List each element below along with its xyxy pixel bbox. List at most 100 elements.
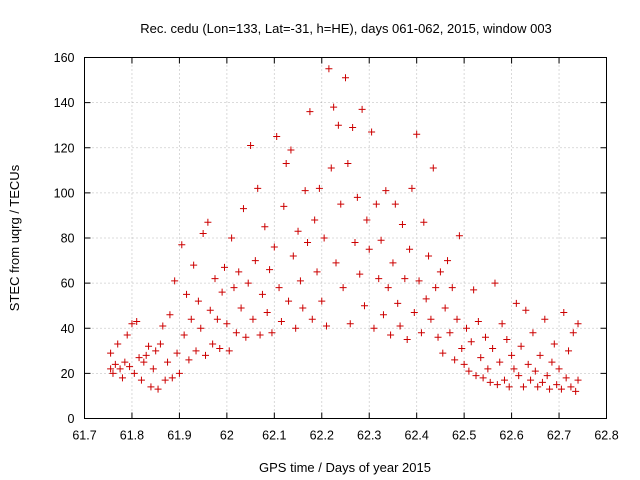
data-point (546, 385, 554, 393)
data-point (275, 284, 283, 292)
x-tick-label: 62.6 (499, 429, 523, 443)
y-tick-label: 0 (68, 412, 75, 426)
x-tick-label: 62.1 (262, 429, 286, 443)
data-point (280, 202, 288, 210)
data-point (223, 320, 231, 328)
x-tick-label: 62.4 (405, 429, 429, 443)
data-point (496, 358, 504, 366)
data-point (427, 315, 435, 323)
data-point (394, 299, 402, 307)
data-point (550, 340, 558, 348)
data-point (194, 297, 202, 305)
data-point (206, 306, 214, 314)
data-point (484, 365, 492, 373)
data-point (239, 205, 247, 213)
data-point (126, 363, 134, 371)
data-point (517, 342, 525, 350)
data-point (401, 275, 409, 283)
data-point (531, 367, 539, 375)
data-point (527, 376, 535, 384)
data-point (472, 372, 480, 380)
data-point (486, 378, 494, 386)
data-point (249, 315, 257, 323)
y-tick-label: 80 (61, 232, 75, 246)
data-point (467, 338, 475, 346)
data-point (436, 268, 444, 276)
data-point (228, 234, 236, 242)
data-point (406, 245, 414, 253)
data-point (515, 372, 523, 380)
data-point (429, 164, 437, 172)
data-point (251, 257, 259, 265)
data-point (313, 268, 321, 276)
data-point (391, 200, 399, 208)
data-point (247, 141, 255, 149)
data-point (242, 333, 250, 341)
data-point (270, 243, 278, 251)
data-point (332, 259, 340, 267)
data-point (183, 290, 191, 298)
data-point (147, 383, 155, 391)
data-point (334, 121, 342, 129)
y-tick-label: 20 (61, 367, 75, 381)
data-point (434, 333, 442, 341)
y-tick-label: 160 (54, 51, 75, 65)
data-point (493, 381, 501, 389)
data-point (346, 320, 354, 328)
data-point (360, 302, 368, 310)
data-point (232, 329, 240, 337)
data-point (524, 360, 532, 368)
data-point (133, 317, 141, 325)
data-point (403, 336, 411, 344)
data-point (330, 103, 338, 111)
data-point (149, 365, 157, 373)
y-tick-label: 100 (54, 186, 75, 200)
data-point (375, 275, 383, 283)
data-point (327, 164, 335, 172)
data-point (166, 311, 174, 319)
data-point (465, 367, 473, 375)
x-tick-label: 61.8 (120, 429, 144, 443)
data-point (548, 358, 556, 366)
data-point (266, 266, 274, 274)
x-tick-label: 62.7 (547, 429, 571, 443)
data-point (382, 187, 390, 195)
data-point (107, 365, 115, 373)
data-point (159, 322, 167, 330)
data-point (287, 146, 295, 154)
ticks-layer: 61.7 61.8 61.9 62 62.1 62.2 62.3 62.4 62.5 62.6 62… (54, 51, 619, 443)
data-point (363, 216, 371, 224)
data-point (458, 345, 466, 353)
data-point (164, 358, 172, 366)
data-point (491, 279, 499, 287)
data-point (377, 236, 385, 244)
data-point (173, 349, 181, 357)
data-point (156, 340, 164, 348)
data-point (123, 331, 131, 339)
data-point (218, 288, 226, 296)
data-point (372, 200, 380, 208)
x-tick-label: 62.5 (452, 429, 476, 443)
data-point (140, 358, 148, 366)
data-point (574, 376, 582, 384)
data-point (116, 365, 124, 373)
data-point (107, 349, 115, 357)
data-point (315, 184, 323, 192)
data-point (474, 317, 482, 325)
data-point (244, 279, 252, 287)
data-point (569, 329, 577, 337)
data-point (567, 383, 575, 391)
data-point (562, 374, 570, 382)
data-point (519, 383, 527, 391)
data-point (477, 354, 485, 362)
y-tick-label: 60 (61, 277, 75, 291)
data-point (168, 374, 176, 382)
data-point (439, 349, 447, 357)
data-point (306, 108, 314, 116)
data-point (109, 369, 117, 377)
data-point (448, 284, 456, 292)
data-point (463, 324, 471, 332)
data-point (370, 324, 378, 332)
data-point (543, 372, 551, 380)
data-point (413, 130, 421, 138)
